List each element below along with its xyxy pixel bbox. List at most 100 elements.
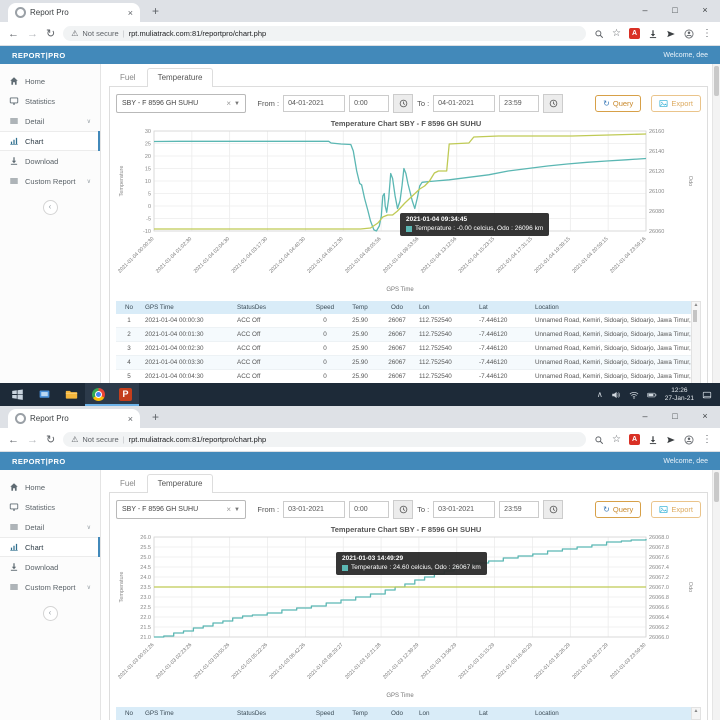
clear-selection-icon[interactable]: × [226, 99, 232, 108]
minimize-button[interactable]: – [642, 411, 648, 421]
sidebar-item-home[interactable]: Home [0, 71, 100, 91]
from-date-input[interactable]: 04-01-2021 [283, 95, 346, 112]
from-time-input[interactable]: 0:00 [349, 95, 390, 112]
sidebar-item-label: Home [25, 76, 46, 86]
sidebar-item-chart[interactable]: Chart [0, 537, 100, 557]
tab-temperature[interactable]: Temperature [146, 68, 214, 87]
sidebar-collapse-button[interactable]: ‹ [42, 606, 58, 621]
to-time-input[interactable]: 23:59 [499, 501, 540, 518]
new-tab-button[interactable]: + [152, 4, 160, 18]
bookmark-star-icon[interactable]: ☆ [612, 434, 621, 445]
tab-temperature[interactable]: Temperature [146, 474, 214, 493]
wifi-icon[interactable] [629, 390, 639, 400]
zoom-icon[interactable] [594, 435, 604, 445]
download-extension-icon[interactable] [648, 29, 658, 39]
from-date-input[interactable]: 03-01-2021 [283, 501, 346, 518]
page-scrollbar-thumb[interactable] [714, 472, 719, 502]
new-tab-button[interactable]: + [152, 410, 160, 424]
page-scrollbar-thumb[interactable] [714, 66, 719, 96]
to-date-input[interactable]: 03-01-2021 [433, 501, 496, 518]
sidebar-item-custom-report[interactable]: Custom Report ∨ [0, 171, 100, 191]
sidebar-item-statistics[interactable]: Statistics [0, 91, 100, 111]
svg-text:Temperature Chart SBY - F 8596: Temperature Chart SBY - F 8596 GH SUHU [331, 525, 482, 534]
to-time-clock-button[interactable] [543, 94, 564, 113]
battery-icon[interactable] [647, 390, 657, 400]
tray-chevron-up-icon[interactable]: ∧ [596, 390, 603, 399]
extension-icon[interactable] [666, 435, 676, 445]
profile-avatar-icon[interactable] [684, 29, 694, 39]
browser-menu-icon[interactable]: ⋮ [702, 434, 712, 445]
from-time-input[interactable]: 0:00 [349, 501, 390, 518]
welcome-user[interactable]: Welcome, dee [663, 457, 708, 465]
close-button[interactable]: × [702, 411, 708, 421]
close-button[interactable]: × [702, 5, 708, 15]
sidebar-item-custom-report[interactable]: Custom Report ∨ [0, 577, 100, 597]
sidebar-item-download[interactable]: Download [0, 557, 100, 577]
browser-tab[interactable]: Report Pro × [8, 409, 140, 428]
tab-fuel[interactable]: Fuel [120, 73, 136, 82]
tab-fuel[interactable]: Fuel [120, 479, 136, 488]
export-button[interactable]: Export [651, 95, 701, 112]
table-scrollbar[interactable]: ▲ [691, 707, 701, 720]
to-time-clock-button[interactable] [543, 500, 564, 519]
series-color-swatch [406, 225, 412, 232]
maximize-button[interactable]: □ [672, 411, 678, 421]
forward-button[interactable]: → [27, 27, 38, 40]
column-header-statusdes: StatusDes [234, 301, 308, 314]
query-button[interactable]: ↻ Query [595, 501, 642, 518]
zoom-icon[interactable] [594, 29, 604, 39]
sidebar-item-statistics[interactable]: Statistics [0, 497, 100, 517]
file-explorer-button[interactable] [58, 383, 85, 406]
tab-close-icon[interactable]: × [127, 413, 133, 424]
maximize-button[interactable]: □ [672, 5, 678, 15]
export-button[interactable]: Export [651, 501, 701, 518]
from-time-clock-button[interactable] [393, 94, 414, 113]
pdf-extension-icon[interactable]: A [629, 434, 640, 445]
device-select[interactable]: SBY - F 8596 GH SUHU × ▼ [116, 500, 246, 519]
task-view-button[interactable] [31, 383, 58, 406]
notifications-icon[interactable] [702, 390, 712, 400]
tab-close-icon[interactable]: × [127, 7, 133, 18]
clear-selection-icon[interactable]: × [226, 505, 232, 514]
back-button[interactable]: ← [8, 27, 19, 40]
sidebar-item-detail[interactable]: Detail ∨ [0, 111, 100, 131]
pdf-extension-icon[interactable]: A [629, 28, 640, 39]
filter-bar: SBY - F 8596 GH SUHU × ▼ From : 03-01-20… [116, 500, 701, 519]
page-scrollbar[interactable] [712, 64, 720, 383]
browser-tab-strip: Report Pro × + – □ × [0, 406, 720, 428]
reload-button[interactable]: ↻ [46, 28, 56, 40]
column-header-temp: Temp [342, 301, 378, 314]
page-scrollbar[interactable] [712, 470, 720, 720]
sidebar-item-detail[interactable]: Detail ∨ [0, 517, 100, 537]
from-time-clock-button[interactable] [393, 500, 414, 519]
monitor-icon [9, 502, 19, 512]
address-bar[interactable]: ⚠ Not secure | rpt.muliatrack.com:81/rep… [63, 26, 587, 41]
sidebar-item-home[interactable]: Home [0, 477, 100, 497]
browser-menu-icon[interactable]: ⋮ [702, 28, 712, 39]
device-select[interactable]: SBY - F 8596 GH SUHU × ▼ [116, 94, 246, 113]
table-scrollbar[interactable]: ▲ [691, 301, 701, 383]
to-time-input[interactable]: 23:59 [499, 95, 540, 112]
powerpoint-taskbar-button[interactable]: P [112, 383, 139, 406]
minimize-button[interactable]: – [642, 5, 648, 15]
welcome-user[interactable]: Welcome, dee [663, 51, 708, 59]
to-date-input[interactable]: 04-01-2021 [433, 95, 496, 112]
reload-button[interactable]: ↻ [46, 434, 56, 446]
address-bar[interactable]: ⚠ Not secure | rpt.muliatrack.com:81/rep… [63, 432, 587, 447]
browser-tab[interactable]: Report Pro × [8, 3, 140, 22]
sidebar-item-download[interactable]: Download [0, 151, 100, 171]
sidebar-collapse-button[interactable]: ‹ [42, 200, 58, 215]
profile-avatar-icon[interactable] [684, 435, 694, 445]
forward-button[interactable]: → [27, 433, 38, 446]
volume-icon[interactable] [611, 390, 621, 400]
download-extension-icon[interactable] [648, 435, 658, 445]
taskbar-clock[interactable]: 12:26 27-Jan-21 [665, 387, 694, 403]
sidebar-item-chart[interactable]: Chart [0, 131, 100, 151]
start-button[interactable] [4, 383, 31, 406]
chrome-taskbar-button[interactable] [85, 383, 112, 406]
query-button[interactable]: ↻ Query [595, 95, 642, 112]
extension-icon[interactable] [666, 29, 676, 39]
back-button[interactable]: ← [8, 433, 19, 446]
bookmark-star-icon[interactable]: ☆ [612, 28, 621, 39]
column-header-gps-time: GPS Time [142, 707, 234, 720]
